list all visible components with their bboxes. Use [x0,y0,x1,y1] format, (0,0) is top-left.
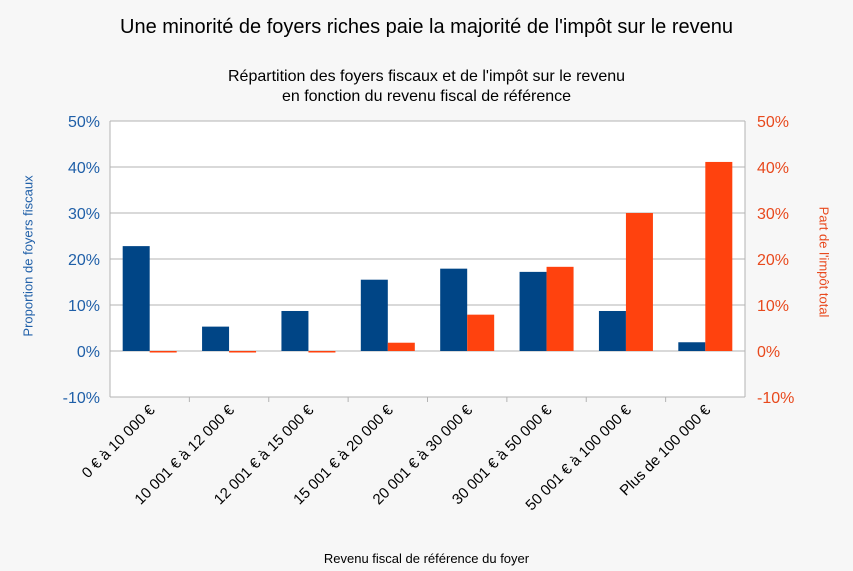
bar-series-1-6 [519,271,547,351]
y-tick-label-right: -10% [757,390,794,407]
y-tick-label-left: 10% [68,298,100,315]
bar-series-2-6 [546,266,574,351]
bar-series-1-2 [202,326,230,351]
y-tick-label-right: 10% [757,298,789,315]
subtitle-line-1: Répartition des foyers fiscaux et de l'i… [227,68,626,85]
bar-series-2-4 [387,342,415,351]
bar-series-2-2 [229,351,257,353]
bar-series-2-7 [625,213,653,351]
y-tick-label-left: 20% [68,252,100,269]
bar-series-2-5 [467,314,495,351]
bar-series-1-7 [598,310,626,351]
x-tick-label-1: 0 € à 10 000 € [79,401,159,481]
bar-series-1-3 [281,310,309,351]
y-tick-label-left: 50% [68,114,100,131]
bar-series-1-5 [440,268,468,351]
y-tick-label-right: 50% [757,114,789,131]
y-tick-label-right: 0% [757,344,780,361]
y-tick-label-right: 40% [757,160,789,177]
subtitle-line-2: en fonction du revenu fiscal de référenc… [281,88,572,105]
y-tick-label-left: -10% [63,390,100,407]
chart-subtitle: Répartition des foyers fiscaux et de l'i… [0,67,853,107]
bar-series-1-4 [360,279,388,351]
chart-title: Une minorité de foyers riches paie la ma… [120,16,733,38]
y-tick-label-right: 20% [757,252,789,269]
y-tick-label-left: 0% [77,344,100,361]
y-tick-label-left: 30% [68,206,100,223]
bar-series-1-1 [122,246,150,351]
bar-series-1-8 [678,342,706,351]
y-tick-label-right: 30% [757,206,789,223]
bar-series-2-8 [705,161,733,351]
y-tick-label-left: 40% [68,160,100,177]
x-axis-label: Revenu fiscal de référence du foyer [323,551,530,566]
bar-series-2-1 [149,351,177,353]
bar-series-2-3 [308,351,336,353]
